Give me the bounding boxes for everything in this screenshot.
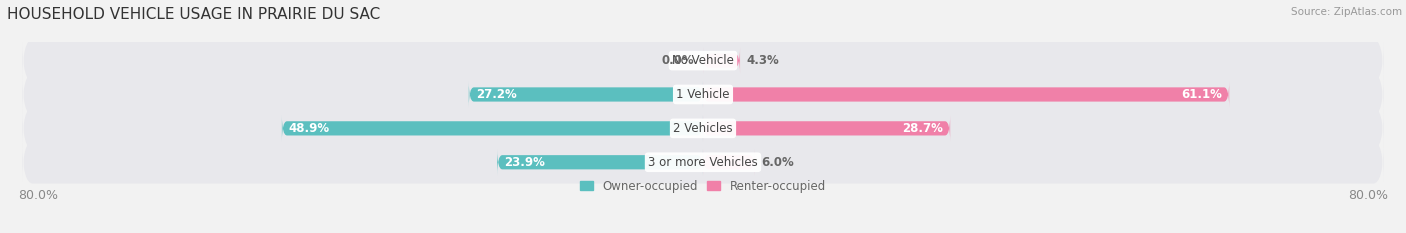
Text: 61.1%: 61.1% <box>1181 88 1222 101</box>
Text: 23.9%: 23.9% <box>505 156 546 169</box>
FancyBboxPatch shape <box>703 149 755 175</box>
Text: 2 Vehicles: 2 Vehicles <box>673 122 733 135</box>
Text: 28.7%: 28.7% <box>903 122 943 135</box>
FancyBboxPatch shape <box>22 73 1384 116</box>
Text: Source: ZipAtlas.com: Source: ZipAtlas.com <box>1291 7 1402 17</box>
FancyBboxPatch shape <box>22 107 1384 150</box>
FancyBboxPatch shape <box>22 39 1384 82</box>
Text: 27.2%: 27.2% <box>475 88 516 101</box>
FancyBboxPatch shape <box>498 149 703 175</box>
FancyBboxPatch shape <box>703 81 1229 108</box>
Text: 4.3%: 4.3% <box>747 54 780 67</box>
Text: 1 Vehicle: 1 Vehicle <box>676 88 730 101</box>
FancyBboxPatch shape <box>703 47 740 74</box>
Text: 80.0%: 80.0% <box>1347 189 1388 202</box>
Text: HOUSEHOLD VEHICLE USAGE IN PRAIRIE DU SAC: HOUSEHOLD VEHICLE USAGE IN PRAIRIE DU SA… <box>7 7 380 22</box>
Text: No Vehicle: No Vehicle <box>672 54 734 67</box>
Text: 80.0%: 80.0% <box>18 189 59 202</box>
FancyBboxPatch shape <box>281 115 703 142</box>
Legend: Owner-occupied, Renter-occupied: Owner-occupied, Renter-occupied <box>579 180 827 193</box>
Text: 48.9%: 48.9% <box>288 122 330 135</box>
FancyBboxPatch shape <box>703 115 950 142</box>
Text: 0.0%: 0.0% <box>662 54 695 67</box>
Text: 6.0%: 6.0% <box>762 156 794 169</box>
Text: 3 or more Vehicles: 3 or more Vehicles <box>648 156 758 169</box>
FancyBboxPatch shape <box>468 81 703 108</box>
FancyBboxPatch shape <box>22 141 1384 184</box>
